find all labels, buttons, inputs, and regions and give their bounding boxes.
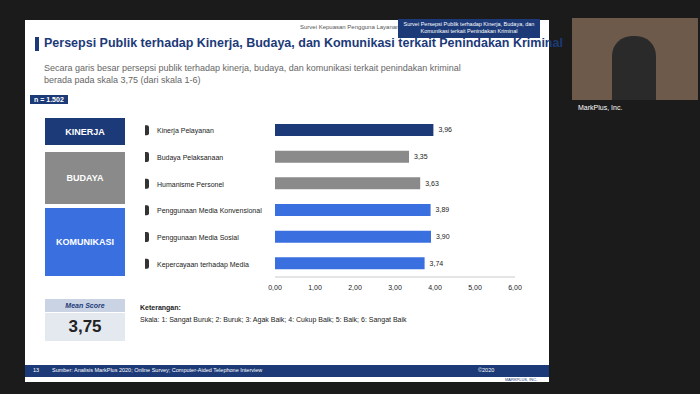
- html-text:Sumber: Analisis MarkPlus 2020: Sumber: Analisis MarkPlus 2020; Online S…: [52, 367, 263, 373]
- svg-text:Kinerja Pelayanan: Kinerja Pelayanan: [157, 127, 214, 135]
- svg-text:Budaya Pelaksanaan: Budaya Pelaksanaan: [157, 154, 223, 162]
- html-text:Skala: 1: Sangat Buruk; 2: Bur: Skala: 1: Sangat Buruk; 2: Buruk; 3: Aga…: [140, 316, 407, 323]
- svg-text:3,90: 3,90: [436, 233, 450, 240]
- html-text:BUDAYA: BUDAYA: [66, 173, 104, 183]
- html-text:MarkPlus, Inc.: MarkPlus, Inc.: [578, 104, 623, 111]
- html-text:Persepsi Publik terhadap Kiner: Persepsi Publik terhadap Kinerja, Budaya…: [44, 36, 563, 50]
- svg-text:3,96: 3,96: [438, 126, 452, 133]
- svg-text:2,00: 2,00: [348, 284, 362, 291]
- html-text:©2020: ©2020: [478, 367, 495, 373]
- svg-text:3,00: 3,00: [388, 284, 402, 291]
- html-text:Secara garis besar persepsi pu: Secara garis besar persepsi publik terha…: [44, 63, 461, 85]
- svg-text:Penggunaan Media Konvensional: Penggunaan Media Konvensional: [157, 207, 262, 215]
- svg-text:Kepercayaan terhadap Media: Kepercayaan terhadap Media: [157, 261, 249, 269]
- svg-text:0,00: 0,00: [268, 284, 282, 291]
- html-text:3,75: 3,75: [68, 317, 102, 336]
- svg-text:1,00: 1,00: [308, 284, 322, 291]
- svg-text:3,74: 3,74: [430, 260, 444, 267]
- html-text:Survei Kepuasan Pengguna Layan: Survei Kepuasan Pengguna Layanan Bareskr…: [300, 24, 429, 30]
- html-text:n = 1.502: n = 1.502: [34, 96, 64, 103]
- html-text:Survei Persepsi Publik terhada: Survei Persepsi Publik terhadap Kinerja,…: [403, 21, 535, 34]
- html-text:13: 13: [33, 367, 40, 373]
- svg-text:5,00: 5,00: [468, 284, 482, 291]
- svg-text:6,00: 6,00: [508, 284, 522, 291]
- html-text:KINERJA: KINERJA: [65, 126, 105, 137]
- svg-text:3,89: 3,89: [436, 206, 450, 213]
- html-text:Mean Score: Mean Score: [65, 302, 105, 309]
- svg-text:Humanisme Personel: Humanisme Personel: [157, 181, 224, 188]
- svg-text:3,63: 3,63: [425, 180, 439, 187]
- svg-text:4,00: 4,00: [428, 284, 442, 291]
- html-text:Keterangan:: Keterangan:: [140, 304, 181, 311]
- svg-text:3,35: 3,35: [414, 153, 428, 160]
- html-text:KOMUNIKASI: KOMUNIKASI: [56, 237, 114, 247]
- svg-text:Penggunaan Media Sosial: Penggunaan Media Sosial: [157, 234, 239, 242]
- html-text:MARKPLUS, INC.: MARKPLUS, INC.: [505, 377, 538, 382]
